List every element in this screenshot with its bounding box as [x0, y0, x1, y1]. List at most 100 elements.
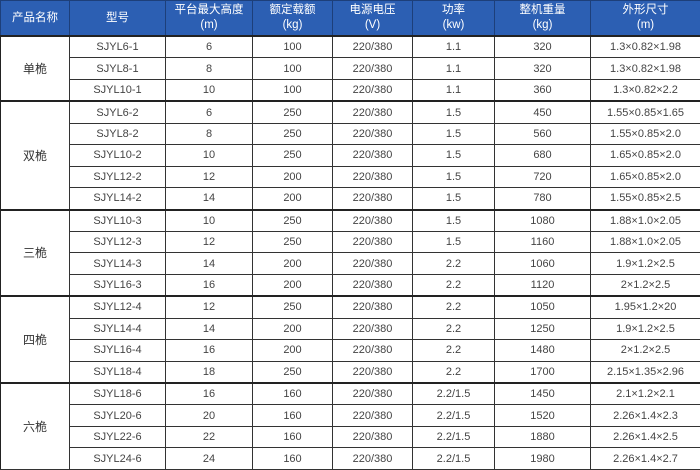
product-group-name: 三桅: [1, 210, 70, 297]
table-cell: 16: [166, 383, 253, 405]
table-cell: 1.55×0.85×2.5: [591, 188, 700, 210]
table-cell: 100: [253, 36, 333, 58]
table-cell: 780: [495, 188, 591, 210]
table-cell: 2.2/1.5: [413, 383, 495, 405]
table-cell: SJYL6-2: [70, 101, 166, 123]
column-unit: (m): [591, 18, 700, 33]
table-cell: 1.88×1.0×2.05: [591, 231, 700, 252]
column-header: 功率(kw): [413, 1, 495, 37]
table-cell: 200: [253, 253, 333, 274]
table-cell: 200: [253, 318, 333, 339]
table-cell: 250: [253, 231, 333, 252]
table-cell: 1.5: [413, 231, 495, 252]
table-cell: 1.5: [413, 145, 495, 166]
table-cell: 160: [253, 426, 333, 447]
table-cell: 1480: [495, 340, 591, 361]
table-cell: SJYL24-6: [70, 448, 166, 469]
table-cell: 14: [166, 188, 253, 210]
column-title: 产品名称: [1, 11, 69, 26]
table-cell: 14: [166, 318, 253, 339]
table-cell: 1.1: [413, 58, 495, 79]
table-cell: 1.5: [413, 101, 495, 123]
product-group-name: 双桅: [1, 101, 70, 209]
column-unit: (V): [333, 18, 412, 33]
product-group-name: 四桅: [1, 296, 70, 383]
table-cell: 2.2: [413, 296, 495, 318]
table-cell: 1060: [495, 253, 591, 274]
table-cell: 220/380: [333, 79, 413, 101]
column-unit: (m): [166, 18, 252, 33]
table-cell: SJYL12-3: [70, 231, 166, 252]
table-cell: 220/380: [333, 210, 413, 232]
column-header: 整机重量(kg): [495, 1, 591, 37]
table-cell: SJYL10-2: [70, 145, 166, 166]
table-cell: 1.88×1.0×2.05: [591, 210, 700, 232]
table-cell: 1.3×0.82×2.2: [591, 79, 700, 101]
column-header: 产品名称: [1, 1, 70, 37]
table-cell: 2×1.2×2.5: [591, 340, 700, 361]
table-cell: 160: [253, 383, 333, 405]
table-cell: SJYL16-3: [70, 274, 166, 296]
table-cell: 220/380: [333, 36, 413, 58]
table-cell: 200: [253, 188, 333, 210]
table-cell: 200: [253, 274, 333, 296]
table-cell: SJYL6-1: [70, 36, 166, 58]
table-cell: 1.55×0.85×2.0: [591, 123, 700, 144]
table-cell: 220/380: [333, 101, 413, 123]
table-cell: 220/380: [333, 296, 413, 318]
table-cell: 200: [253, 166, 333, 187]
table-cell: 220/380: [333, 383, 413, 405]
table-cell: 360: [495, 79, 591, 101]
table-cell: 2.26×1.4×2.5: [591, 426, 700, 447]
table-cell: 1.5: [413, 188, 495, 210]
table-cell: 160: [253, 405, 333, 426]
table-cell: 250: [253, 145, 333, 166]
column-header: 平台最大高度(m): [166, 1, 253, 37]
table-cell: 220/380: [333, 145, 413, 166]
table-cell: 250: [253, 296, 333, 318]
table-cell: SJYL10-3: [70, 210, 166, 232]
product-group-name: 六桅: [1, 383, 70, 469]
table-cell: SJYL22-6: [70, 426, 166, 447]
table-cell: 2.2: [413, 253, 495, 274]
table-cell: SJYL8-2: [70, 123, 166, 144]
table-cell: 1160: [495, 231, 591, 252]
table-cell: 200: [253, 340, 333, 361]
table-cell: 450: [495, 101, 591, 123]
table-cell: 220/380: [333, 253, 413, 274]
table-cell: 1700: [495, 361, 591, 383]
column-header: 额定载额(kg): [253, 1, 333, 37]
table-cell: 1050: [495, 296, 591, 318]
table-cell: 320: [495, 36, 591, 58]
table-cell: 2.2: [413, 340, 495, 361]
table-cell: 1.65×0.85×2.0: [591, 166, 700, 187]
table-cell: 1250: [495, 318, 591, 339]
table-cell: 8: [166, 58, 253, 79]
table-cell: 1880: [495, 426, 591, 447]
column-header: 外形尺寸(m): [591, 1, 700, 37]
column-title: 平台最大高度: [166, 3, 252, 18]
table-cell: 12: [166, 296, 253, 318]
table-cell: SJYL14-3: [70, 253, 166, 274]
table-cell: 1.9×1.2×2.5: [591, 318, 700, 339]
table-cell: 220/380: [333, 340, 413, 361]
product-group-name: 单桅: [1, 36, 70, 101]
table-cell: 6: [166, 36, 253, 58]
table-cell: 220/380: [333, 58, 413, 79]
table-cell: 1.1: [413, 79, 495, 101]
table-cell: 250: [253, 361, 333, 383]
table-cell: SJYL16-4: [70, 340, 166, 361]
table-cell: 1.5: [413, 166, 495, 187]
table-cell: 2.15×1.35×2.96: [591, 361, 700, 383]
table-cell: 1.55×0.85×1.65: [591, 101, 700, 123]
